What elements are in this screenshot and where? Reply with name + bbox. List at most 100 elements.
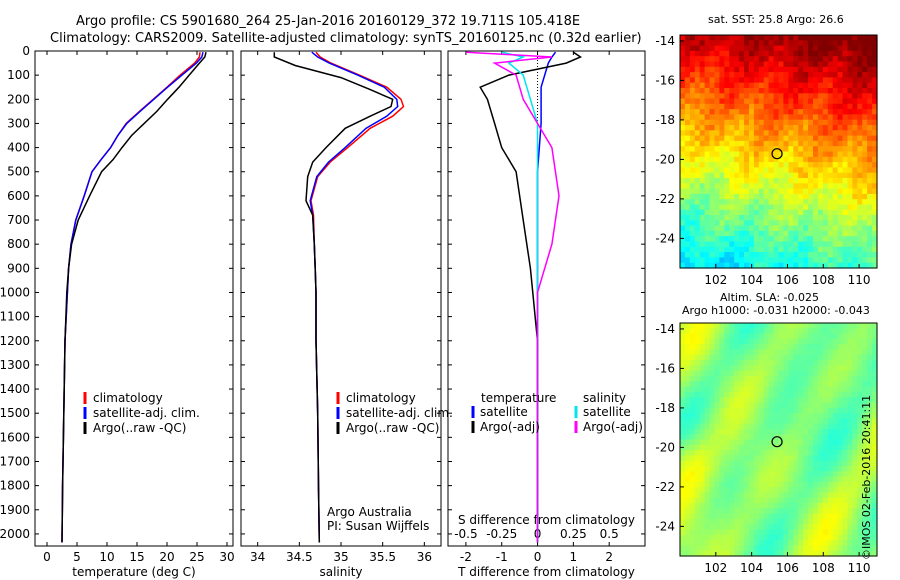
map-cell — [704, 518, 711, 525]
map-cell — [827, 450, 834, 456]
map-cell — [832, 423, 839, 430]
map-cell — [857, 529, 863, 536]
map-cell — [689, 323, 696, 329]
map-cell — [832, 354, 839, 361]
map-cell — [734, 365, 740, 372]
x-tick-label: 35 — [333, 550, 348, 564]
map-cell — [862, 354, 868, 361]
map-cell — [842, 508, 848, 515]
map-cell — [832, 381, 839, 388]
map-cell — [842, 444, 848, 451]
map-cell — [694, 35, 701, 41]
map-frame — [679, 322, 878, 557]
map-cell — [734, 397, 740, 403]
map-cell — [783, 370, 789, 377]
map-cell — [862, 167, 868, 174]
map-cell — [788, 156, 794, 163]
map-cell — [753, 476, 760, 483]
map-cell — [798, 109, 804, 115]
map-cell — [813, 338, 819, 345]
map-cell — [704, 466, 711, 472]
map-cell — [813, 460, 819, 467]
map-cell — [798, 428, 804, 435]
map-cell — [680, 550, 686, 557]
map-cell — [734, 199, 740, 206]
map-cell — [857, 241, 863, 248]
map-cell — [694, 529, 701, 536]
map-cell — [763, 220, 770, 227]
map-cell — [684, 193, 691, 200]
map-cell — [734, 77, 740, 84]
map-cell — [857, 215, 863, 221]
map-cell — [719, 344, 725, 351]
map-cell — [699, 193, 706, 200]
map-cell — [867, 246, 873, 253]
map-cell — [817, 471, 824, 478]
map-cell — [842, 199, 848, 206]
map-cell — [739, 344, 745, 351]
map-cell — [753, 204, 760, 211]
map-cell — [758, 146, 765, 153]
map-cell — [793, 98, 799, 105]
map-cell — [842, 146, 848, 153]
map-cell — [793, 333, 799, 340]
map-cell — [724, 407, 730, 414]
map-cell — [872, 550, 878, 557]
map-cell — [768, 344, 775, 351]
map-cell — [699, 125, 706, 131]
map-cell — [788, 72, 794, 78]
map-cell — [729, 183, 735, 190]
map-cell — [793, 151, 799, 158]
map-cell — [758, 225, 765, 232]
map-cell — [749, 236, 755, 243]
map-cell — [832, 109, 839, 115]
map-cell — [778, 391, 784, 398]
map-cell — [808, 125, 814, 131]
map-cell — [852, 323, 858, 329]
map-cell — [778, 225, 784, 232]
map-cell — [680, 407, 686, 414]
map-cell — [724, 497, 730, 504]
map-cell — [773, 188, 780, 195]
map-cell — [783, 360, 789, 366]
map-cell — [852, 193, 858, 200]
map-cell — [783, 534, 789, 541]
map-cell — [842, 487, 848, 494]
map-cell — [739, 492, 745, 499]
map-cell — [689, 338, 696, 345]
map-cell — [768, 183, 775, 190]
panel-frame-0 — [34, 50, 234, 547]
map-cell — [689, 140, 696, 147]
map-cell — [798, 45, 804, 52]
map-cell — [822, 188, 829, 195]
map-cell — [857, 88, 863, 94]
map-cell — [689, 178, 696, 184]
map-cell — [704, 151, 711, 158]
map-cell — [753, 183, 760, 190]
map-cell — [867, 328, 873, 335]
map-cell — [847, 215, 853, 221]
map-cell — [822, 130, 829, 137]
map-cell — [773, 230, 780, 237]
map-cell — [768, 476, 775, 483]
map-cell — [744, 35, 750, 41]
map-cell — [724, 56, 730, 63]
map-cell — [788, 193, 794, 200]
map-cell — [827, 349, 834, 356]
map-cell — [709, 119, 715, 126]
map-cell — [847, 109, 853, 115]
map-cell — [704, 497, 711, 504]
map-cell — [798, 156, 804, 163]
map-cell — [803, 35, 809, 41]
map-cell — [808, 146, 814, 153]
map-cell — [719, 61, 725, 68]
map-cell — [822, 450, 829, 456]
map-cell — [684, 135, 691, 142]
map-cell — [749, 257, 755, 264]
map-cell — [788, 413, 794, 419]
map-cell — [852, 328, 858, 335]
map-cell — [689, 241, 696, 248]
legend-label: climatology — [346, 391, 416, 405]
map-cell — [857, 360, 863, 366]
map-cell — [852, 381, 858, 388]
